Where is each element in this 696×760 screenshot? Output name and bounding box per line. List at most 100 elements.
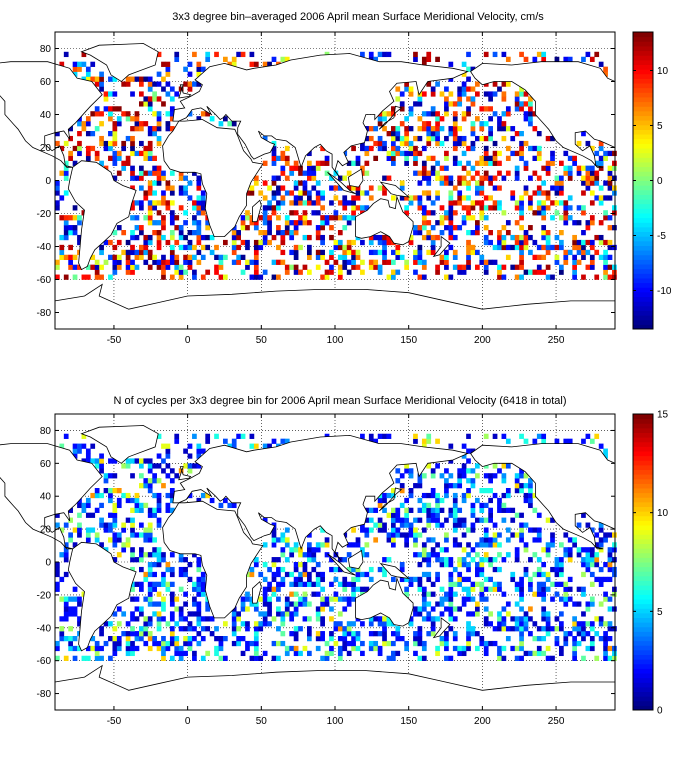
bin-cell (169, 185, 175, 191)
bin-cell (165, 264, 171, 270)
bin-cell (174, 645, 180, 652)
bin-cell (413, 195, 418, 201)
bin-cell (395, 131, 401, 137)
bin-cell (452, 616, 458, 622)
bin-cell (417, 631, 423, 637)
bin-cell (603, 576, 608, 583)
bin-cell (165, 448, 171, 454)
bin-cell (426, 571, 432, 578)
bin-cell (262, 195, 268, 201)
bin-cell (108, 116, 113, 122)
bin-cell (134, 76, 140, 82)
bin-cell (404, 210, 409, 216)
bin-cell (320, 616, 325, 622)
bin-cell (147, 631, 153, 637)
bin-cell (408, 488, 414, 494)
bin-cell (545, 195, 551, 201)
x-tick-label: 50 (256, 335, 268, 346)
bin-cell (311, 581, 317, 587)
colorbar-step (633, 96, 653, 103)
colorbar-step (633, 631, 653, 637)
bin-cell (598, 527, 604, 533)
bin-cell (161, 175, 166, 181)
bin-cell (165, 492, 171, 499)
bin-cell (63, 274, 69, 280)
bin-cell (554, 200, 560, 206)
bin-cell (77, 234, 82, 241)
bin-cell (598, 200, 604, 206)
bin-cell (280, 576, 286, 583)
bin-cell (545, 586, 551, 592)
colorbar-step (633, 268, 653, 274)
bin-cell (315, 264, 321, 270)
bin-cell (594, 542, 600, 548)
bin-cell (200, 210, 206, 216)
bin-cell (360, 527, 365, 533)
bin-cell (55, 180, 60, 186)
bin-cell (444, 155, 449, 161)
colorbar-step (633, 682, 653, 688)
bin-cell (576, 244, 582, 251)
bin-cell (448, 225, 454, 231)
bin-cell (483, 150, 489, 157)
bin-cell (545, 616, 551, 622)
bin-cell (143, 478, 149, 484)
bin-cell (492, 111, 498, 117)
bin-cell (183, 234, 188, 241)
bin-cell (90, 76, 96, 82)
bin-cell (156, 507, 162, 513)
bin-cell (152, 537, 157, 543)
bin-cell (399, 488, 405, 494)
bin-cell (417, 180, 423, 186)
bin-cell (324, 655, 330, 661)
bin-cell (99, 655, 104, 661)
bin-cell (559, 244, 564, 251)
bin-cell (421, 586, 427, 592)
bin-cell (63, 170, 69, 176)
bin-cell (589, 220, 595, 226)
bin-cell (271, 180, 277, 186)
bin-cell (293, 606, 299, 612)
bin-cell (218, 274, 224, 280)
bin-cell (444, 488, 449, 494)
bin-cell (156, 259, 162, 265)
bin-cell (307, 616, 312, 622)
bin-cell (497, 150, 502, 157)
bin-cell (399, 636, 405, 642)
bin-cell (607, 576, 613, 583)
bin-cell (329, 636, 334, 642)
bin-cell (373, 616, 379, 622)
bin-cell (426, 190, 432, 196)
bin-cell (598, 581, 604, 587)
colorbar-step (633, 277, 653, 284)
bin-cell (364, 532, 370, 538)
bin-cell (147, 512, 153, 518)
bin-cell (346, 170, 352, 176)
bin-cell (315, 645, 321, 652)
bin-cell (178, 616, 184, 622)
bin-cell (311, 566, 317, 573)
bin-cell (408, 507, 414, 513)
bin-cell (386, 274, 392, 280)
bin-cell (448, 244, 454, 251)
bin-cell (452, 264, 458, 270)
bin-cell (77, 502, 82, 509)
bin-cell (519, 264, 524, 270)
bin-cell (169, 259, 175, 265)
bin-cell (165, 121, 171, 127)
bin-cell (461, 175, 467, 181)
bin-cell (541, 591, 547, 597)
bin-cell (143, 76, 149, 82)
bin-cell (284, 230, 290, 236)
bin-cell (298, 562, 303, 568)
bin-cell (479, 180, 485, 186)
bin-cell (85, 655, 91, 661)
bin-cell (497, 621, 502, 627)
bin-cell (430, 135, 436, 142)
bin-cell (165, 581, 171, 587)
bin-cell (391, 135, 396, 142)
bin-cell (488, 488, 493, 494)
bin-cell (435, 502, 440, 509)
bin-cell (373, 640, 379, 647)
bin-cell (532, 552, 538, 558)
